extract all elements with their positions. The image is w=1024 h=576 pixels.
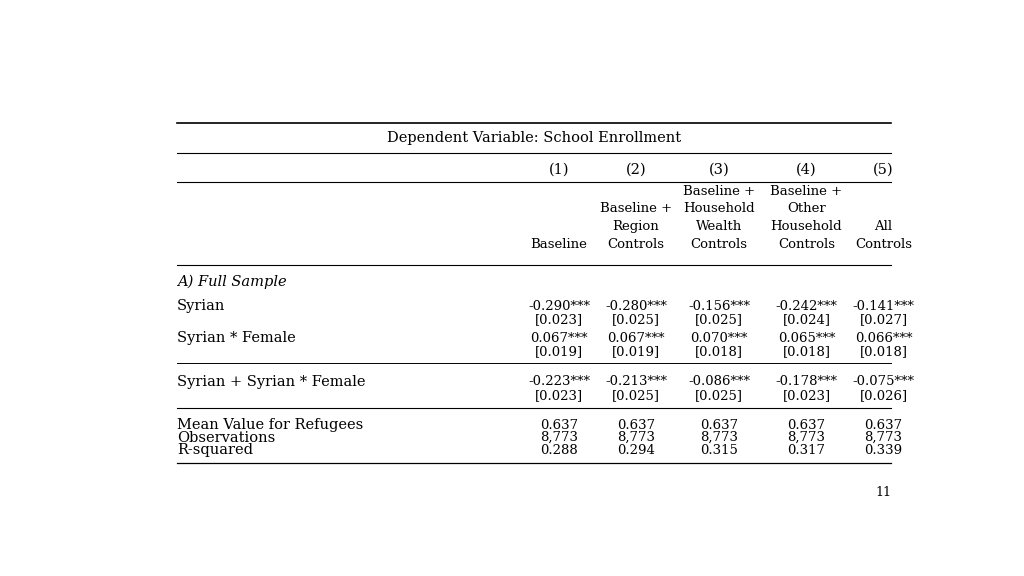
Text: A) Full Sample: A) Full Sample: [177, 275, 287, 289]
Text: -0.290***: -0.290***: [528, 300, 590, 313]
Text: (3): (3): [709, 163, 730, 177]
Text: Household: Household: [683, 203, 755, 215]
Text: 0.288: 0.288: [540, 444, 578, 457]
Text: 8,773: 8,773: [787, 431, 825, 444]
Text: Wealth: Wealth: [696, 220, 742, 233]
Text: 0.294: 0.294: [617, 444, 654, 457]
Text: [0.018]: [0.018]: [859, 346, 907, 359]
Text: [0.023]: [0.023]: [782, 389, 830, 403]
Text: -0.086***: -0.086***: [688, 376, 751, 388]
Text: 0.070***: 0.070***: [690, 332, 748, 345]
Text: 8,773: 8,773: [540, 431, 578, 444]
Text: [0.026]: [0.026]: [859, 389, 907, 403]
Text: [0.025]: [0.025]: [695, 313, 743, 326]
Text: 0.637: 0.637: [700, 419, 738, 432]
Text: 0.317: 0.317: [787, 444, 825, 457]
Text: Controls: Controls: [778, 238, 835, 251]
Text: Syrian: Syrian: [177, 300, 225, 313]
Text: Controls: Controls: [607, 238, 665, 251]
Text: [0.025]: [0.025]: [695, 389, 743, 403]
Text: -0.213***: -0.213***: [605, 376, 667, 388]
Text: 0.066***: 0.066***: [855, 332, 912, 345]
Text: [0.023]: [0.023]: [535, 313, 583, 326]
Text: Baseline +: Baseline +: [600, 203, 672, 215]
Text: (5): (5): [873, 163, 894, 177]
Text: 0.315: 0.315: [700, 444, 738, 457]
Text: 0.067***: 0.067***: [530, 332, 588, 345]
Text: [0.025]: [0.025]: [612, 389, 659, 403]
Text: 0.637: 0.637: [864, 419, 902, 432]
Text: (4): (4): [797, 163, 817, 177]
Text: 8,773: 8,773: [700, 431, 738, 444]
Text: 0.637: 0.637: [787, 419, 825, 432]
Text: Household: Household: [771, 220, 843, 233]
Text: 0.637: 0.637: [540, 419, 578, 432]
Text: Baseline +: Baseline +: [770, 185, 843, 198]
Text: Mean Value for Refugees: Mean Value for Refugees: [177, 418, 364, 432]
Text: -0.156***: -0.156***: [688, 300, 751, 313]
Text: Syrian + Syrian * Female: Syrian + Syrian * Female: [177, 375, 366, 389]
Text: [0.024]: [0.024]: [782, 313, 830, 326]
Text: [0.027]: [0.027]: [859, 313, 907, 326]
Text: [0.023]: [0.023]: [535, 389, 583, 403]
Text: Controls: Controls: [691, 238, 748, 251]
Text: -0.280***: -0.280***: [605, 300, 667, 313]
Text: [0.025]: [0.025]: [612, 313, 659, 326]
Text: 0.065***: 0.065***: [778, 332, 836, 345]
Text: Other: Other: [787, 203, 826, 215]
Text: 0.067***: 0.067***: [607, 332, 665, 345]
Text: 0.637: 0.637: [616, 419, 655, 432]
Text: -0.141***: -0.141***: [853, 300, 914, 313]
Text: 8,773: 8,773: [864, 431, 902, 444]
Text: [0.019]: [0.019]: [612, 346, 659, 359]
Text: Observations: Observations: [177, 431, 275, 445]
Text: Baseline +: Baseline +: [683, 185, 756, 198]
Text: 8,773: 8,773: [616, 431, 655, 444]
Text: -0.242***: -0.242***: [775, 300, 838, 313]
Text: Region: Region: [612, 220, 659, 233]
Text: 11: 11: [876, 486, 892, 499]
Text: 0.339: 0.339: [864, 444, 902, 457]
Text: (2): (2): [626, 163, 646, 177]
Text: Syrian * Female: Syrian * Female: [177, 331, 296, 346]
Text: -0.178***: -0.178***: [775, 376, 838, 388]
Text: -0.223***: -0.223***: [528, 376, 590, 388]
Text: [0.019]: [0.019]: [535, 346, 583, 359]
Text: All: All: [874, 220, 893, 233]
Text: [0.018]: [0.018]: [782, 346, 830, 359]
Text: R-squared: R-squared: [177, 443, 253, 457]
Text: Dependent Variable: School Enrollment: Dependent Variable: School Enrollment: [387, 131, 681, 145]
Text: Baseline: Baseline: [530, 238, 588, 251]
Text: Controls: Controls: [855, 238, 912, 251]
Text: -0.075***: -0.075***: [853, 376, 914, 388]
Text: [0.018]: [0.018]: [695, 346, 743, 359]
Text: (1): (1): [549, 163, 569, 177]
